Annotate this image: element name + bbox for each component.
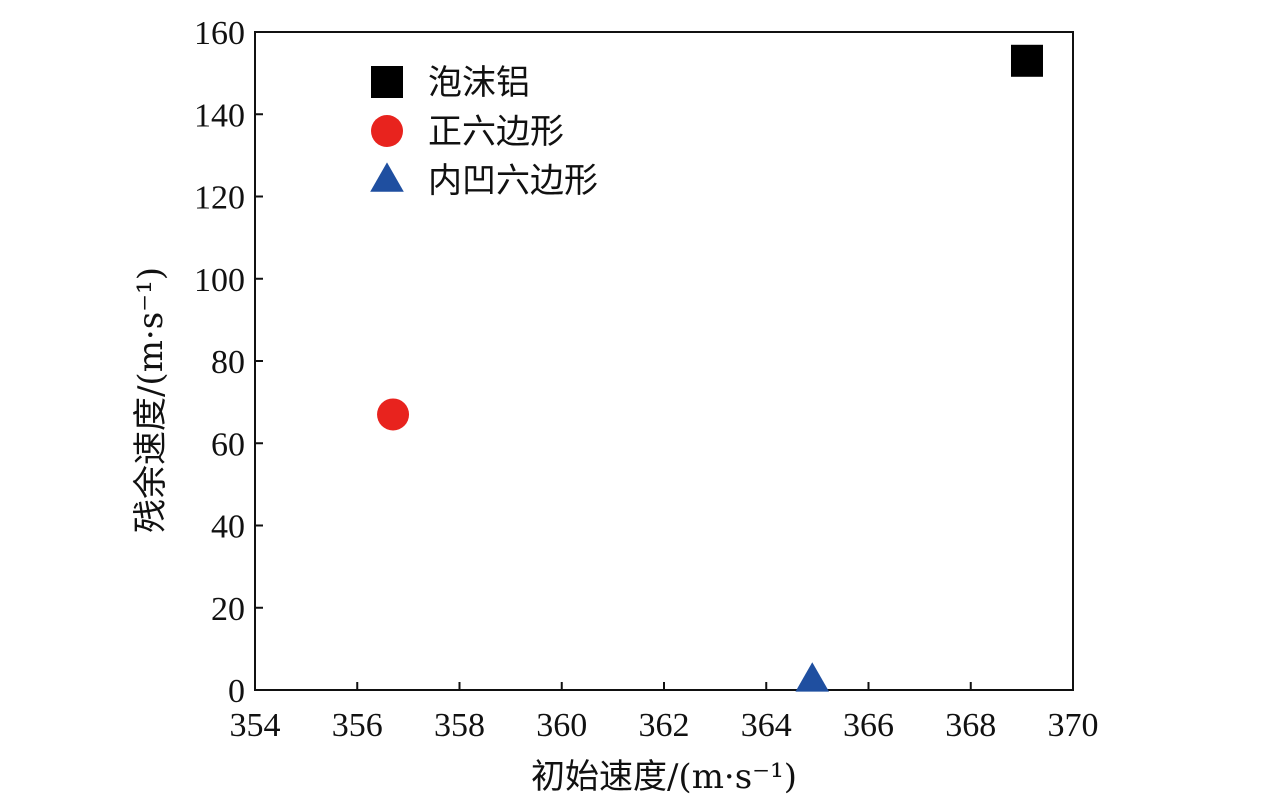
x-tick-label: 358 bbox=[434, 707, 485, 744]
x-tick-label: 364 bbox=[741, 707, 792, 744]
data-points bbox=[377, 44, 1043, 692]
x-axis-label: 初始速度/(m·s⁻¹) bbox=[531, 757, 797, 797]
legend-label: 正六边形 bbox=[428, 112, 564, 152]
x-tick-label: 368 bbox=[945, 707, 996, 744]
y-tick-label: 120 bbox=[194, 180, 245, 217]
y-tick-label: 60 bbox=[211, 426, 245, 463]
y-tick-label: 100 bbox=[194, 262, 245, 299]
legend-marker-square bbox=[371, 66, 403, 98]
y-tick-label: 20 bbox=[211, 591, 245, 628]
x-tick-label: 354 bbox=[230, 707, 281, 744]
y-axis-ticks: 0 20 40 60 80 100 120 140 160 bbox=[194, 15, 263, 710]
x-tick-label: 362 bbox=[639, 707, 690, 744]
data-point-square bbox=[1010, 44, 1043, 77]
legend-label: 泡沫铝 bbox=[428, 63, 530, 103]
x-tick-label: 356 bbox=[332, 707, 383, 744]
x-axis-ticks: 354 356 358 360 362 364 366 368 370 bbox=[230, 682, 1099, 744]
x-tick-label: 370 bbox=[1048, 707, 1099, 744]
y-tick-label: 40 bbox=[211, 509, 245, 546]
y-tick-label: 140 bbox=[194, 97, 245, 134]
y-tick-label: 0 bbox=[228, 673, 245, 710]
y-tick-label: 80 bbox=[211, 344, 245, 381]
legend-marker-triangle bbox=[370, 162, 404, 192]
y-tick-label: 160 bbox=[194, 15, 245, 52]
y-axis-label: 残余速度/(m·s⁻¹) bbox=[131, 267, 171, 533]
data-point-circle bbox=[377, 398, 410, 431]
legend-label: 内凹六边形 bbox=[428, 161, 598, 201]
data-point-triangle bbox=[795, 662, 830, 692]
x-tick-label: 366 bbox=[843, 707, 894, 744]
x-tick-label: 360 bbox=[536, 707, 587, 744]
legend-marker-circle bbox=[371, 115, 403, 147]
